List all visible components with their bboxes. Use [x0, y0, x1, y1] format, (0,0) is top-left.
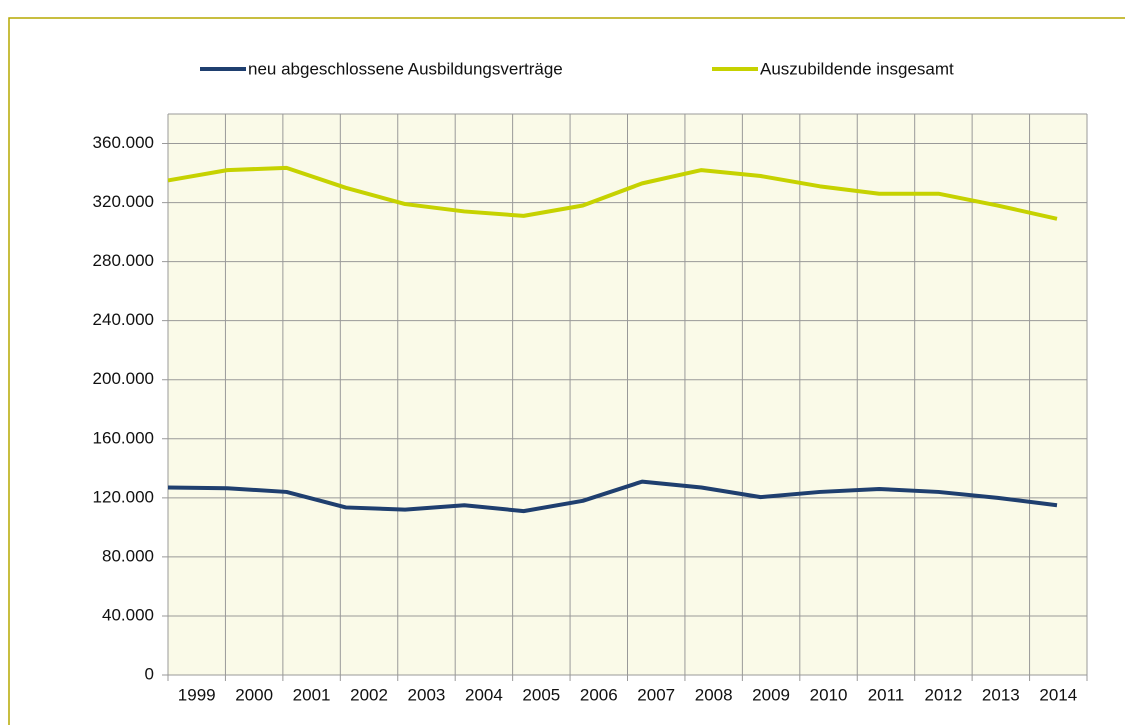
y-tick-label: 40.000 [102, 605, 154, 624]
line-series [167, 165, 1058, 221]
legend-label: neu abgeschlossene Ausbildungsverträge [248, 59, 563, 78]
x-tick-label: 2001 [293, 685, 331, 704]
y-tick-label: 160.000 [93, 428, 154, 447]
legend-label: Auszubildende insgesamt [760, 59, 954, 78]
x-tick-label: 2004 [465, 685, 503, 704]
x-tick-label: 1999 [178, 685, 216, 704]
y-tick-label: 280.000 [93, 251, 154, 270]
x-tick-label: 2000 [235, 685, 273, 704]
x-tick-label: 2009 [752, 685, 790, 704]
x-tick-label: 2003 [408, 685, 446, 704]
x-tick-label: 2002 [350, 685, 388, 704]
x-tick-label: 2007 [637, 685, 675, 704]
y-tick-label: 240.000 [93, 310, 154, 329]
x-tick-label: 2010 [810, 685, 848, 704]
x-tick-label: 2012 [924, 685, 962, 704]
y-tick-label: 120.000 [93, 487, 154, 506]
y-tick-label: 200.000 [93, 369, 154, 388]
y-tick-label: 360.000 [93, 133, 154, 152]
x-tick-label: 2013 [982, 685, 1020, 704]
x-tick-label: 2011 [868, 685, 905, 704]
y-tick-label: 320.000 [93, 192, 154, 211]
line-series [167, 479, 1058, 514]
x-tick-label: 2005 [522, 685, 560, 704]
x-tick-label: 2006 [580, 685, 618, 704]
x-tick-label: 2008 [695, 685, 733, 704]
y-tick-label: 0 [145, 664, 154, 683]
x-tick-label: 2014 [1039, 685, 1077, 704]
y-tick-label: 80.000 [102, 546, 154, 565]
